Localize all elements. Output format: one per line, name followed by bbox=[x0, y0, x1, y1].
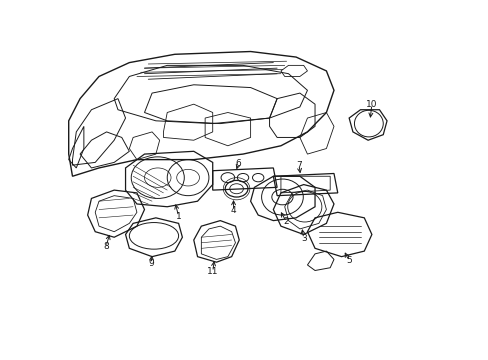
Text: 5: 5 bbox=[346, 256, 351, 265]
Text: 7: 7 bbox=[296, 161, 302, 170]
Text: 3: 3 bbox=[300, 234, 306, 243]
Text: 4: 4 bbox=[230, 206, 236, 215]
Text: 8: 8 bbox=[103, 242, 108, 251]
Text: 10: 10 bbox=[366, 100, 377, 109]
Text: 6: 6 bbox=[235, 159, 241, 168]
Text: 2: 2 bbox=[283, 217, 289, 226]
Text: 9: 9 bbox=[148, 259, 154, 268]
Text: 1: 1 bbox=[175, 212, 181, 221]
Text: 11: 11 bbox=[206, 267, 218, 276]
